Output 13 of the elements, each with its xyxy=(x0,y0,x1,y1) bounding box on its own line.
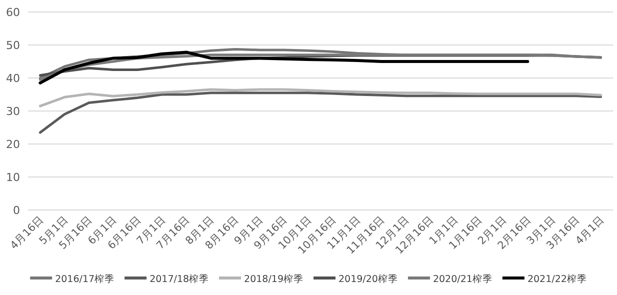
legend-label: 2016/17榨季 xyxy=(55,273,115,285)
y-tick-label: 0 xyxy=(13,204,20,217)
legend-label: 2018/19榨季 xyxy=(244,273,304,285)
y-tick-label: 50 xyxy=(6,39,20,52)
y-tick-label: 60 xyxy=(6,6,20,19)
y-tick-label: 20 xyxy=(6,138,20,151)
legend-label: 2020/21榨季 xyxy=(432,273,492,285)
legend-label: 2019/20榨季 xyxy=(338,273,398,285)
y-tick-label: 40 xyxy=(6,72,20,85)
legend-label: 2017/18榨季 xyxy=(150,273,210,285)
legend-label: 2021/22榨季 xyxy=(527,273,587,285)
y-tick-label: 10 xyxy=(6,171,20,184)
y-tick-label: 30 xyxy=(6,105,20,118)
